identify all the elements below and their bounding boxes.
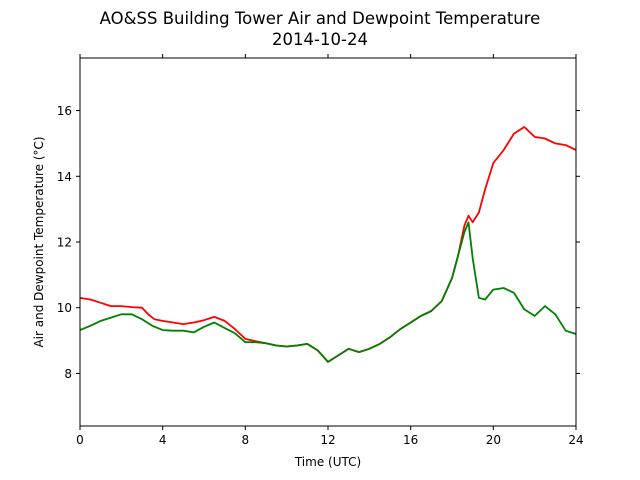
x-tick-label: 16 [403, 433, 418, 447]
x-tick-label: 8 [242, 433, 250, 447]
x-tick-label: 12 [320, 433, 335, 447]
y-axis: 8 10 12 14 16 [57, 104, 580, 381]
chart-subtitle: 2014-10-24 [272, 30, 368, 49]
y-tick-label: 10 [57, 301, 72, 315]
x-tick-label: 24 [568, 433, 583, 447]
y-tick-label: 8 [64, 367, 72, 381]
y-tick-label: 14 [57, 170, 72, 184]
y-tick-label: 16 [57, 104, 72, 118]
x-tick-label: 0 [76, 433, 84, 447]
x-axis: 0 4 8 12 16 20 24 [76, 54, 584, 447]
y-axis-label: Air and Dewpoint Temperature (°C) [32, 136, 46, 347]
x-tick-label: 20 [486, 433, 501, 447]
x-tick-label: 4 [159, 433, 167, 447]
x-axis-label: Time (UTC) [294, 455, 361, 469]
chart-title: AO&SS Building Tower Air and Dewpoint Te… [100, 9, 541, 28]
series-layer [79, 126, 577, 363]
series-line-2 [79, 221, 577, 363]
y-tick-label: 12 [57, 236, 72, 250]
